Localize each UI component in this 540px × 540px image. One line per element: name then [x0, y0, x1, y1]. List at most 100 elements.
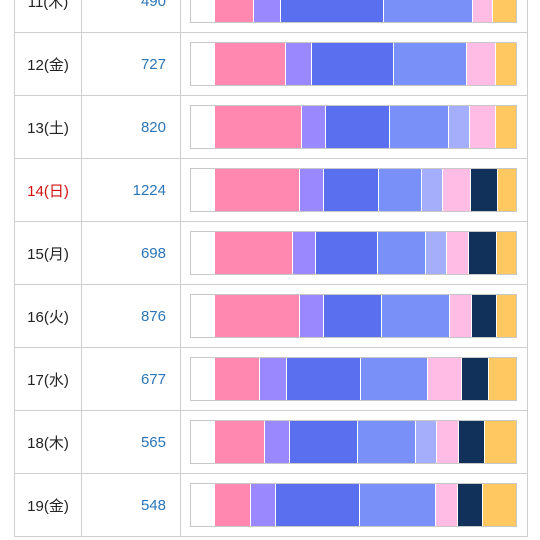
- bar-segment-lavender: [259, 358, 286, 400]
- breakdown-bar-cell: [180, 473, 528, 537]
- bar-segment-navy: [469, 169, 497, 211]
- stacked-breakdown-bar: [190, 42, 517, 86]
- bar-segment-light-pink: [436, 421, 459, 463]
- bar-segment-light-pink: [427, 358, 461, 400]
- day-label: 17(水): [14, 347, 82, 411]
- bar-segment-gold: [496, 169, 516, 211]
- bar-segment-pink: [214, 169, 299, 211]
- day-label: 18(木): [14, 410, 82, 474]
- day-label: 19(金): [14, 473, 82, 537]
- stacked-breakdown-bar: [190, 483, 517, 527]
- bar-segment-blue: [322, 169, 379, 211]
- table-row: 14(日) 1224: [14, 158, 528, 222]
- count-link[interactable]: 1224: [81, 158, 181, 222]
- count-link[interactable]: 698: [81, 221, 181, 285]
- bar-segment-light-pink: [441, 169, 470, 211]
- table-row: 18(木) 565: [14, 410, 528, 474]
- bar-segment-pink: [214, 421, 265, 463]
- bar-segment-light-pink: [445, 232, 468, 274]
- table-row: 19(金) 548: [14, 473, 528, 537]
- bar-segment-cornflower: [357, 421, 415, 463]
- bar-segment-white: [191, 232, 215, 274]
- bar-segment-lavender: [298, 295, 324, 337]
- bar-segment-white: [191, 0, 215, 22]
- breakdown-bar-cell: [180, 347, 528, 411]
- stacked-breakdown-bar: [190, 168, 517, 212]
- table-row: 13(土) 820: [14, 95, 528, 159]
- bar-segment-lavender: [253, 0, 280, 22]
- bar-segment-cornflower: [377, 232, 425, 274]
- day-label: 12(金): [14, 32, 82, 96]
- table-row: 15(月) 698: [14, 221, 528, 285]
- bar-segment-pink: [214, 0, 254, 22]
- bar-segment-pink: [214, 43, 285, 85]
- bar-segment-cornflower: [382, 0, 473, 22]
- bar-segment-periwinkle: [448, 106, 469, 148]
- count-link[interactable]: 548: [81, 473, 181, 537]
- day-label: 13(土): [14, 95, 82, 159]
- bar-segment-blue: [279, 0, 383, 22]
- bar-segment-light-pink: [449, 295, 471, 337]
- daily-count-table: 11(木) 490 12(金) 727 13(土) 820 14(日) 1224 15(月) 69…: [14, 0, 528, 537]
- day-label: 16(火): [14, 284, 82, 348]
- bar-segment-gold: [491, 0, 517, 22]
- bar-segment-lavender: [264, 421, 290, 463]
- table-row: 17(水) 677: [14, 347, 528, 411]
- bar-segment-light-pink: [472, 0, 492, 22]
- count-link[interactable]: 820: [81, 95, 181, 159]
- bar-segment-lavender: [284, 43, 311, 85]
- bar-segment-cornflower: [378, 169, 421, 211]
- bar-segment-blue: [314, 232, 378, 274]
- bar-segment-lavender: [249, 484, 275, 526]
- bar-segment-periwinkle: [420, 169, 442, 211]
- bar-segment-navy: [470, 295, 496, 337]
- bar-segment-white: [191, 169, 215, 211]
- count-link[interactable]: 727: [81, 32, 181, 96]
- day-label: 15(月): [14, 221, 82, 285]
- stacked-breakdown-bar: [190, 420, 517, 464]
- bar-segment-blue: [310, 43, 394, 85]
- count-link[interactable]: 876: [81, 284, 181, 348]
- table-body: 11(木) 490 12(金) 727 13(土) 820 14(日) 1224 15(月) 69…: [14, 0, 528, 537]
- bar-segment-lavender: [291, 232, 315, 274]
- breakdown-bar-cell: [180, 158, 528, 222]
- bar-segment-white: [191, 43, 215, 85]
- bar-segment-pink: [214, 106, 301, 148]
- stacked-breakdown-bar: [190, 357, 517, 401]
- bar-segment-cornflower: [380, 295, 450, 337]
- bar-segment-light-pink: [468, 106, 495, 148]
- bar-segment-periwinkle: [424, 232, 446, 274]
- bar-segment-cornflower: [393, 43, 466, 85]
- stacked-breakdown-bar: [190, 105, 517, 149]
- table-row: 16(火) 876: [14, 284, 528, 348]
- bar-segment-white: [191, 295, 215, 337]
- breakdown-bar-cell: [180, 0, 528, 33]
- stacked-breakdown-bar: [190, 294, 517, 338]
- breakdown-bar-cell: [180, 95, 528, 159]
- bar-segment-navy: [458, 421, 485, 463]
- bar-segment-blue: [323, 295, 381, 337]
- day-label: 11(木): [14, 0, 82, 33]
- bar-segment-blue: [289, 421, 358, 463]
- bar-segment-gold: [495, 232, 516, 274]
- breakdown-bar-cell: [180, 410, 528, 474]
- count-link[interactable]: 565: [81, 410, 181, 474]
- count-link[interactable]: 490: [81, 0, 181, 33]
- daily-count-table-container: 11(木) 490 12(金) 727 13(土) 820 14(日) 1224 15(月) 69…: [14, 0, 528, 537]
- bar-segment-periwinkle: [414, 421, 437, 463]
- bar-segment-lavender: [300, 106, 326, 148]
- bar-segment-pink: [214, 295, 299, 337]
- bar-segment-gold: [482, 484, 516, 526]
- bar-segment-pink: [214, 358, 260, 400]
- bar-segment-gold: [488, 358, 516, 400]
- bar-segment-cornflower: [359, 358, 428, 400]
- bar-segment-navy: [460, 358, 488, 400]
- bar-segment-navy: [467, 232, 496, 274]
- breakdown-bar-cell: [180, 221, 528, 285]
- bar-segment-pink: [214, 484, 250, 526]
- bar-segment-blue: [325, 106, 389, 148]
- bar-segment-gold: [484, 421, 516, 463]
- bar-segment-white: [191, 358, 215, 400]
- day-label: 14(日): [14, 158, 82, 222]
- count-link[interactable]: 677: [81, 347, 181, 411]
